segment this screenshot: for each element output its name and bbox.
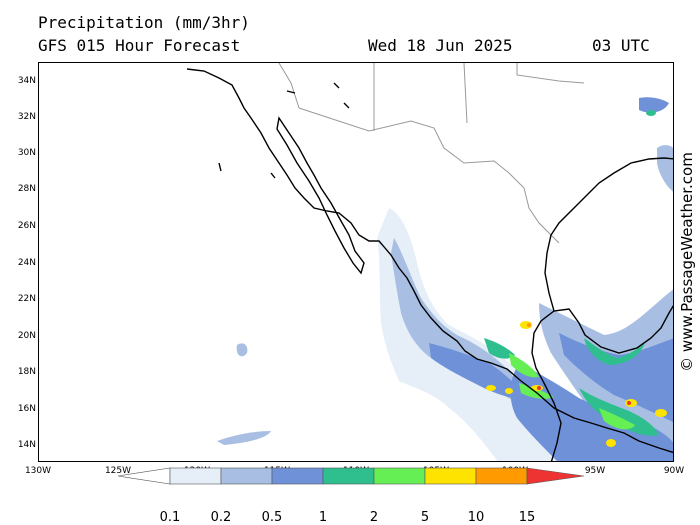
lat-label: 30N	[17, 148, 36, 158]
forecast-time: 03 UTC	[592, 36, 650, 55]
lat-label: 32N	[17, 112, 36, 122]
forecast-date: Wed 18 Jun 2025	[368, 36, 513, 55]
legend-label: 0.1	[159, 510, 181, 525]
lon-label: 130W	[24, 466, 52, 476]
credit-text: © www.PassageWeather.com	[678, 152, 696, 372]
precip-areas	[217, 97, 673, 461]
legend-label: 10	[467, 510, 485, 525]
credit-watermark: © www.PassageWeather.com	[676, 62, 698, 462]
legend-swatch	[169, 467, 222, 485]
map-canvas	[186, 63, 673, 461]
legend-swatch-high-arrow	[526, 467, 584, 485]
legend-swatch-low-arrow	[118, 467, 171, 485]
legend-swatch	[220, 467, 273, 485]
forecast-subtitle: GFS 015 Hour Forecast	[38, 36, 241, 55]
lon-label: 90W	[663, 466, 685, 476]
lat-label: 16N	[17, 404, 36, 414]
lon-label: 95W	[584, 466, 606, 476]
legend-label: 1	[318, 510, 328, 525]
coastlines	[186, 68, 673, 461]
lat-label: 22N	[17, 294, 36, 304]
lat-label: 20N	[17, 331, 36, 341]
legend-swatch	[475, 467, 528, 485]
borders	[278, 63, 585, 244]
precipitation-map	[38, 62, 674, 462]
map-title: Precipitation (mm/3hr)	[38, 13, 250, 32]
legend-swatch	[271, 467, 324, 485]
lat-label: 14N	[17, 440, 36, 450]
legend-label: 0.5	[261, 510, 283, 525]
lon-label: 125W	[104, 466, 132, 476]
legend-label: 15	[518, 510, 536, 525]
legend-swatch	[424, 467, 477, 485]
legend-label: 5	[420, 510, 430, 525]
legend-swatch	[322, 467, 375, 485]
lat-label: 18N	[17, 367, 36, 377]
lat-label: 28N	[17, 184, 36, 194]
legend-label: 2	[369, 510, 379, 525]
legend-label: 0.2	[210, 510, 232, 525]
lat-label: 24N	[17, 258, 36, 268]
legend-swatch	[373, 467, 426, 485]
lat-label: 26N	[17, 221, 36, 231]
lat-label: 34N	[17, 76, 36, 86]
legend-colorbar	[118, 467, 584, 485]
